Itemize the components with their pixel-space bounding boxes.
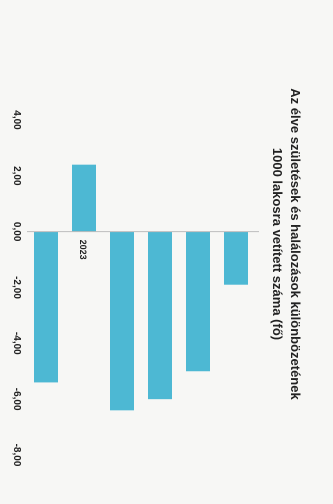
bar-2 <box>148 231 172 400</box>
tick-label-1: 2,00 <box>11 166 22 186</box>
tick-label-4: -4,00 <box>11 332 22 355</box>
bar-4 <box>72 164 96 232</box>
chart-title: Az élve születések és halálozások különb… <box>288 88 303 400</box>
tick-label-2: 0,00 <box>11 222 22 242</box>
bar-0 <box>224 231 248 285</box>
tick-label-6: -8,00 <box>11 444 22 467</box>
bar-3 <box>110 231 134 411</box>
bar-5 <box>34 231 58 383</box>
chart-plot-group: Az élve születések és halálozások különb… <box>11 88 303 467</box>
bar-1 <box>186 231 210 372</box>
tick-label-3: -2,00 <box>11 276 22 299</box>
category-label-4: 2023 <box>78 240 88 260</box>
chart-subtitle: 1000 lakosra vetített száma (fő) <box>270 148 285 340</box>
tick-label-0: 4,00 <box>11 110 22 130</box>
tick-label-5: -6,00 <box>11 388 22 411</box>
